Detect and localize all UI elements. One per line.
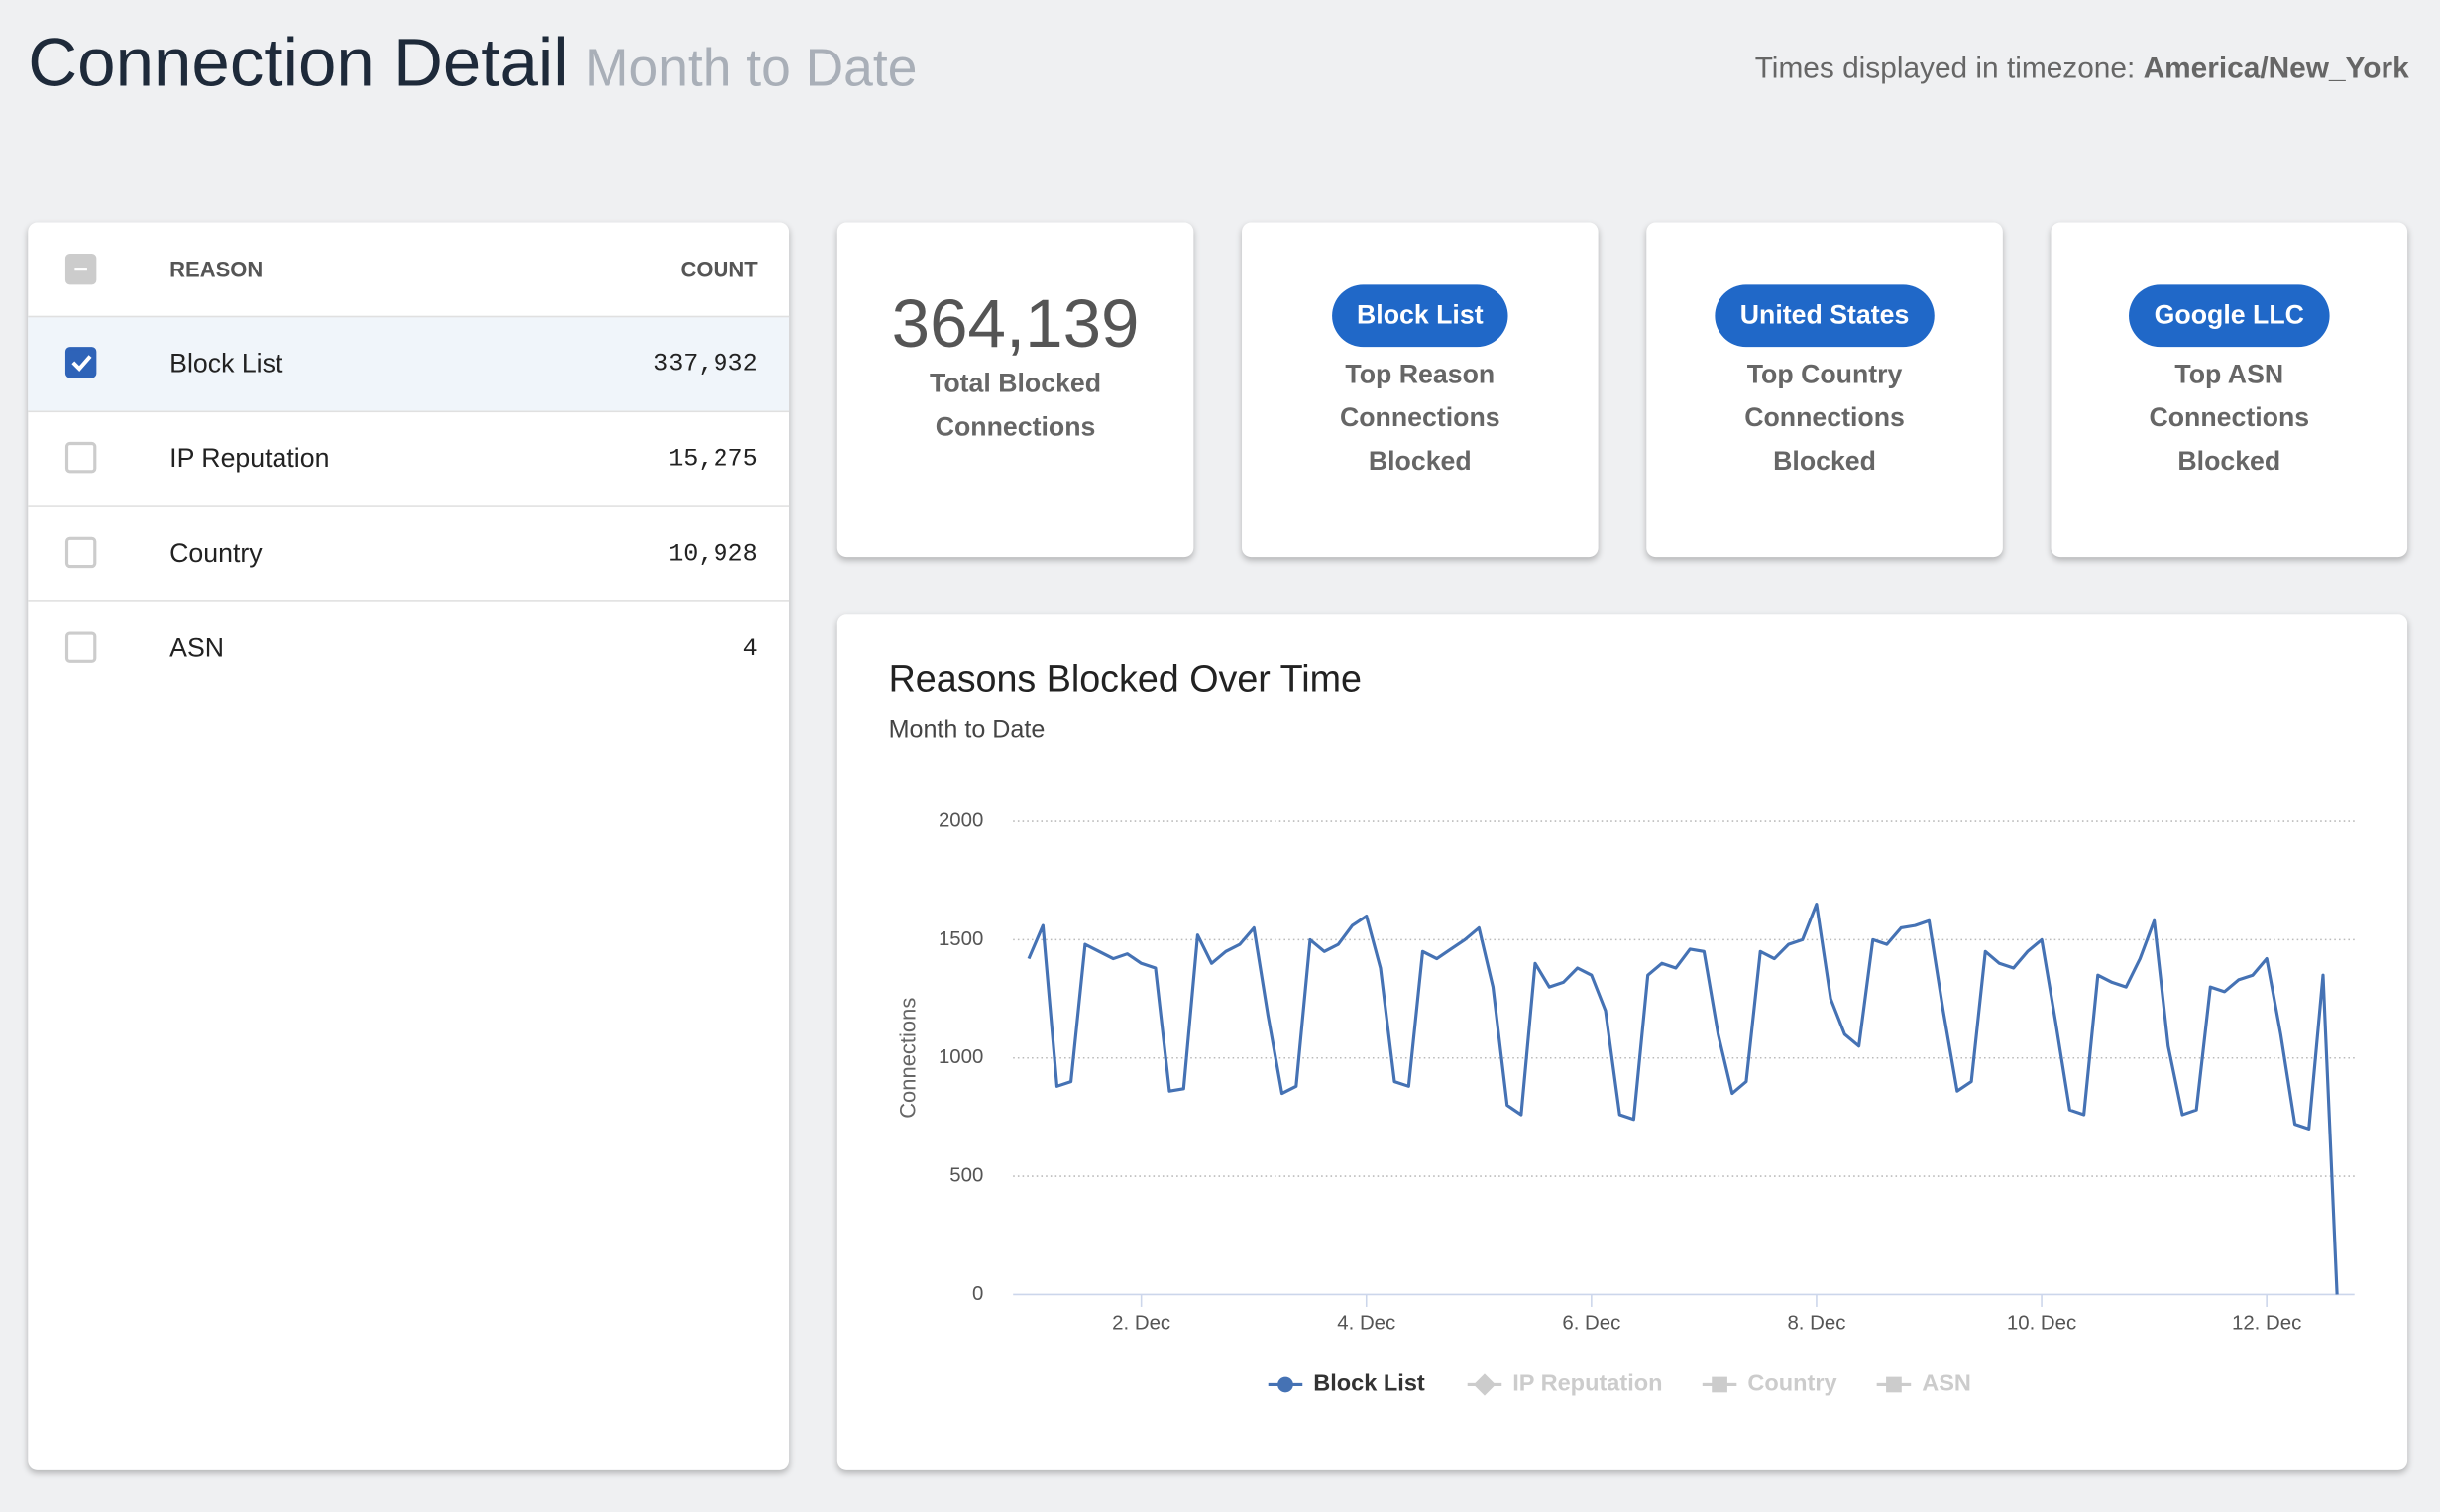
timezone-label: Times displayed in timezone: [1754,53,2136,86]
legend-item[interactable]: Block List [1268,1370,1425,1396]
y-axis-label: Connections [895,998,920,1119]
page-header: Connection Detail Month to Date [28,25,917,103]
stat-pill[interactable]: Block List [1331,284,1508,348]
stat-card: 364,139 Total Blocked Connections [836,222,1194,558]
row-checkbox[interactable] [64,347,97,378]
legend-item[interactable]: ASN [1876,1370,1971,1396]
pill-wrap: United States [1646,284,2003,348]
table-row[interactable]: Block List 337,932 [28,315,790,411]
stat-label: Total Blocked Connections [930,369,1102,442]
row-count: 4 [742,634,758,663]
table-header: REASON COUNT [28,223,789,316]
stat-label: Top Country Connections Blocked [1744,359,1905,477]
y-tick-label: 1500 [939,928,983,950]
stat-pill[interactable]: United States [1715,284,1935,348]
stat-label: Top Reason Connections Blocked [1339,359,1500,477]
row-count: 10,928 [668,539,758,569]
y-tick-label: 500 [949,1164,983,1186]
pill-wrap: Block List [1242,284,1599,348]
row-reason: IP Reputation [169,443,330,474]
page-title: Connection Detail [28,25,569,102]
legend-label: ASN [1922,1370,1971,1396]
legend-symbol [1712,1376,1727,1393]
x-tick-label: 4. Dec [1337,1313,1395,1335]
x-tick-label: 10. Dec [2007,1313,2076,1335]
row-checkbox[interactable] [64,441,97,474]
y-tick-label: 1000 [939,1046,983,1068]
stat-card: Google LLC Top ASN Connections Blocked [2051,222,2408,558]
chart-title: Reasons Blocked Over Time [889,658,1362,700]
legend-symbol [1886,1376,1902,1393]
timezone: America/New_York [2143,53,2409,86]
select-all-checkbox[interactable] [64,253,97,285]
chart: Reasons Blocked Over Time Month to Date … [889,658,2355,1396]
column-header: REASON [169,257,264,282]
row-count: 337,932 [653,350,758,378]
legend-symbol [1473,1373,1497,1396]
legend-label: Block List [1313,1370,1425,1396]
row-checkbox[interactable] [64,536,97,569]
x-tick-label: 12. Dec [2232,1313,2301,1335]
check-icon [71,355,92,373]
column-header: COUNT [680,257,758,282]
legend-item[interactable]: IP Reputation [1467,1370,1663,1396]
row-checkbox[interactable] [64,631,97,663]
legend-label: Country [1747,1370,1836,1396]
y-tick-label: 2000 [939,810,983,831]
table-row[interactable]: IP Reputation 15,275 [28,410,790,506]
x-tick-label: 8. Dec [1787,1313,1845,1335]
row-reason: Country [169,538,263,569]
legend-label: IP Reputation [1512,1370,1662,1396]
legend-item[interactable]: Country [1702,1370,1837,1396]
pill-wrap: Google LLC [2052,284,2408,348]
table-row[interactable]: ASN 4 [28,600,790,696]
x-tick-label: 2. Dec [1112,1313,1170,1335]
table-row[interactable]: Country 10,928 [28,505,790,600]
timezone-info: Times displayed in timezone: America/New… [1755,53,2409,87]
chart-subtitle: Month to Date [889,716,1046,744]
stat-card: United States Top Country Connections Blo… [1646,222,2003,558]
x-tick-label: 6. Dec [1562,1313,1620,1335]
y-tick-label: 0 [972,1283,983,1305]
legend-symbol [1277,1376,1293,1393]
data-line [1027,903,2339,1295]
reason-table: REASON COUNT Block List 337,932 IP Reputat… [28,222,790,1470]
row-reason: ASN [169,633,225,663]
stat-card: Block List Top Reason Connections Blocked [1242,222,1599,558]
row-reason: Block List [169,348,283,378]
stat-value: 364,139 [891,285,1140,363]
row-count: 15,275 [668,445,758,474]
stat-pill[interactable]: Google LLC [2129,284,2330,348]
stat-label: Top ASN Connections Blocked [2149,359,2310,477]
chart-card: Reasons Blocked Over Time Month to Date … [836,614,2408,1470]
page-subtitle: Month to Date [585,39,918,98]
